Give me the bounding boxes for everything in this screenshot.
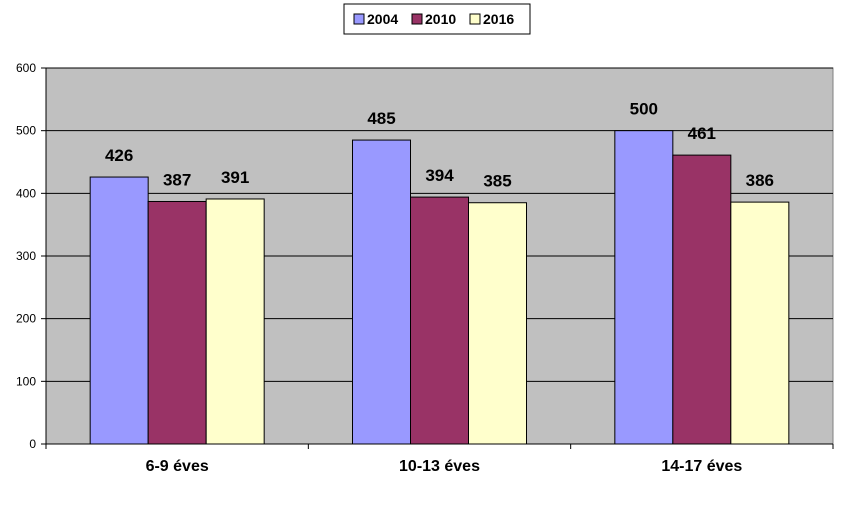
data-label: 386 [746,171,774,190]
y-tick-label: 100 [16,374,36,388]
legend-label: 2016 [483,11,514,27]
y-tick-label: 500 [16,124,36,138]
bar [147,200,207,445]
x-category-label: 14-17 éves [661,458,742,475]
bar [352,139,411,445]
data-label: 500 [630,100,658,119]
legend-label: 2004 [367,11,398,27]
y-tick-label: 400 [16,186,36,200]
bar [205,198,265,445]
data-label: 394 [425,166,454,185]
legend-box [343,3,531,35]
bar [410,196,469,445]
bar [468,202,527,445]
x-axis: 6-9 éves 10-13 éves 14-17 éves [45,443,834,475]
legend-swatch [353,13,365,25]
bar [89,176,149,445]
bar [614,130,674,445]
y-tick-label: 0 [29,437,36,451]
legend-swatch [469,13,481,25]
data-label: 385 [483,172,511,191]
x-category-label: 10-13 éves [399,458,480,475]
bar [730,201,790,445]
y-tick-label: 200 [16,312,36,326]
data-labels: 426 387 391 485 394 385 500 461 386 [105,100,774,191]
y-tick-label: 300 [16,249,36,263]
x-category-label: 6-9 éves [146,458,209,475]
data-label: 426 [105,146,133,165]
y-tick-label: 600 [16,61,36,75]
data-label: 485 [367,109,395,128]
data-label: 391 [221,168,249,187]
data-label: 461 [688,124,716,143]
legend: 2004 2010 2016 [343,3,531,35]
legend-swatch [411,13,423,25]
data-label: 387 [163,170,191,189]
bars [89,130,790,445]
bar [672,154,732,445]
y-axis: 0 100 200 300 400 500 600 [16,61,47,451]
legend-label: 2010 [425,11,456,27]
